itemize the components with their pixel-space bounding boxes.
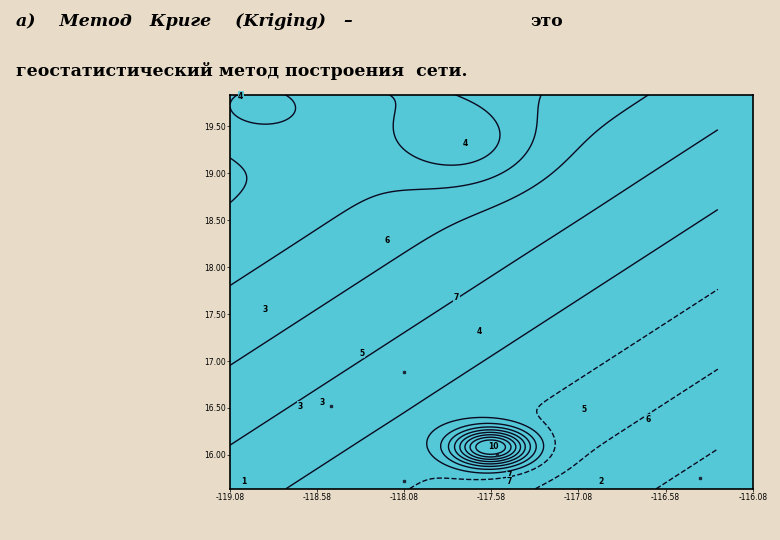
Text: 5: 5 bbox=[360, 349, 365, 358]
Text: 7: 7 bbox=[506, 477, 512, 485]
Text: 2: 2 bbox=[598, 477, 604, 485]
Text: 3: 3 bbox=[262, 305, 268, 314]
Text: 6: 6 bbox=[385, 237, 389, 245]
Text: это: это bbox=[530, 14, 563, 30]
Text: 5: 5 bbox=[581, 406, 587, 414]
Text: 7: 7 bbox=[454, 293, 459, 302]
Text: 4: 4 bbox=[477, 327, 482, 335]
Text: геостатистический метод построения  сети.: геостатистический метод построения сети. bbox=[16, 62, 467, 80]
Text: 7: 7 bbox=[506, 471, 512, 480]
Text: 6: 6 bbox=[646, 415, 651, 424]
Text: 4: 4 bbox=[238, 92, 243, 101]
Text: 4: 4 bbox=[463, 139, 468, 148]
Text: 3: 3 bbox=[320, 398, 325, 407]
Text: 10: 10 bbox=[488, 442, 498, 451]
Text: 1: 1 bbox=[242, 477, 246, 485]
Text: 3: 3 bbox=[297, 402, 303, 410]
Text: а)    Метод   Криге    (Kriging)   –: а) Метод Криге (Kriging) – bbox=[16, 14, 353, 30]
